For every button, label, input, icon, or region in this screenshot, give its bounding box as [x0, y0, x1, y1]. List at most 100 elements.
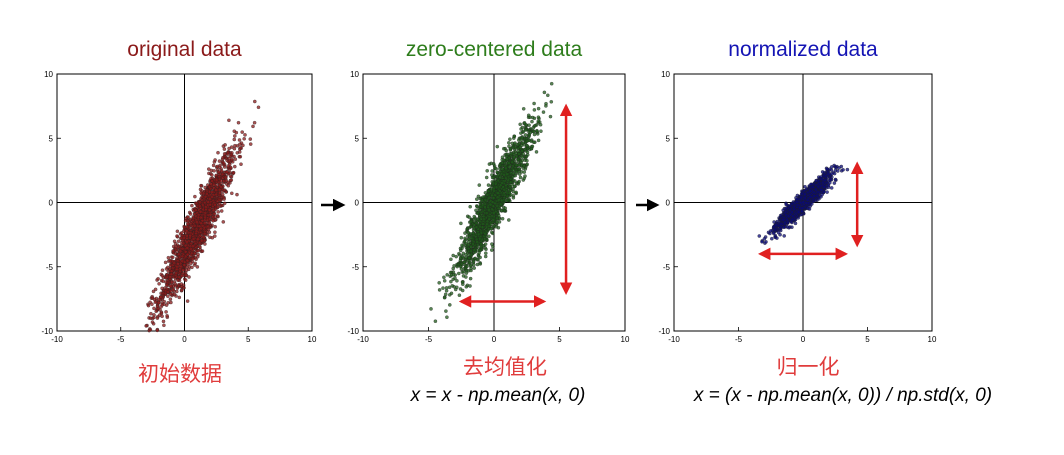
scatter-point [512, 134, 517, 139]
scatter-point [486, 183, 491, 187]
scatter-point [484, 211, 489, 215]
scatter-point [469, 268, 473, 273]
scatter-point [194, 229, 199, 234]
scatter-point [184, 268, 189, 272]
x-tick-label: 0 [801, 335, 806, 344]
scatter-point [497, 213, 501, 218]
scatter-point [158, 295, 163, 299]
scatter-point [768, 231, 772, 236]
scatter-point [825, 190, 829, 194]
scatter-point [502, 158, 506, 162]
scatter-point [449, 291, 454, 296]
scatter-point [792, 204, 796, 209]
scatter-point [184, 216, 188, 221]
scatter-point [214, 173, 219, 178]
scatter-point [471, 242, 475, 246]
scatter-point [156, 277, 160, 281]
formula-zero-centered: x = x - np.mean(x, 0) [410, 385, 586, 406]
scatter-point [803, 195, 807, 200]
scatter-point [203, 215, 207, 220]
scatter-point [160, 303, 164, 307]
scatter-point [198, 200, 202, 205]
scatter-point [503, 206, 507, 210]
scatter-point [549, 100, 554, 104]
scatter-point [183, 273, 188, 277]
scatter-point [803, 192, 807, 197]
scatter-point [256, 105, 261, 110]
scatter-point [221, 155, 225, 160]
scatter-point [193, 194, 197, 199]
scatter-point [549, 81, 554, 86]
scatter-point [505, 198, 510, 203]
x-tick-label: 10 [308, 335, 317, 344]
scatter-point [168, 292, 173, 296]
scatter-point [502, 191, 506, 196]
scatter-point [429, 307, 433, 311]
scatter-point [450, 284, 455, 288]
scatter-point [223, 143, 227, 147]
scatter-point [496, 191, 500, 195]
x-tick-label: 0 [182, 335, 187, 344]
scatter-point [155, 328, 160, 333]
scatter-point [484, 247, 488, 252]
scatter-point [208, 202, 212, 207]
scatter-point [500, 161, 504, 165]
scatter-point [491, 218, 496, 222]
scatter-point [487, 162, 492, 166]
scatter-point [474, 225, 479, 230]
scatter-point [796, 210, 801, 214]
scatter-point [172, 239, 177, 244]
scatter-point [227, 118, 231, 123]
scatter-point [221, 220, 226, 224]
scatter-point [527, 123, 531, 127]
scatter-point [490, 230, 494, 235]
scatter-point [495, 144, 500, 149]
scatter-point [490, 200, 495, 204]
scatter-points [757, 163, 850, 245]
scatter-point [200, 249, 205, 253]
x-tick-label: -5 [117, 335, 125, 344]
scatter-point [525, 144, 529, 148]
scatter-point [542, 90, 547, 95]
caption-normalized: 归一化 [777, 356, 840, 379]
scatter-point [453, 287, 458, 292]
scatter-point [253, 99, 257, 104]
scatter-point [235, 192, 239, 197]
scatter-point [171, 249, 175, 253]
scatter-point [514, 163, 519, 167]
scatter-point [166, 294, 170, 298]
scatter-point [492, 210, 496, 215]
scatter-point [208, 212, 213, 217]
scatter-point [451, 266, 455, 271]
y-tick-label: -10 [347, 327, 359, 336]
scatter-point [778, 222, 783, 226]
scatter-point [508, 184, 513, 189]
scatter-point [839, 164, 844, 169]
y-tick-label: -5 [663, 263, 671, 272]
y-tick-label: 0 [49, 199, 54, 208]
scatter-point [532, 132, 537, 137]
scatter-point [194, 208, 198, 212]
scatter-point [524, 154, 529, 159]
scatter-point [151, 289, 156, 294]
scatter-point [463, 236, 467, 241]
scatter-point [546, 93, 550, 98]
scatter-point [483, 254, 488, 259]
scatter-point [212, 183, 216, 187]
scatter-point [492, 186, 496, 191]
scatter-point [148, 328, 153, 332]
scatter-point [182, 263, 187, 267]
scatter-point [771, 231, 776, 236]
scatter-point [184, 229, 189, 233]
scatter-point [213, 158, 217, 162]
scatter-point [522, 170, 527, 174]
x-tick-label: 0 [492, 335, 497, 344]
scatter-point [177, 295, 182, 300]
scatter-point [807, 207, 812, 211]
scatter-point [232, 137, 237, 142]
scatter-point [433, 319, 438, 323]
scatter-point [248, 137, 253, 141]
scatter-point [472, 266, 476, 270]
scatter-point [189, 261, 193, 266]
scatter-point [174, 244, 178, 249]
